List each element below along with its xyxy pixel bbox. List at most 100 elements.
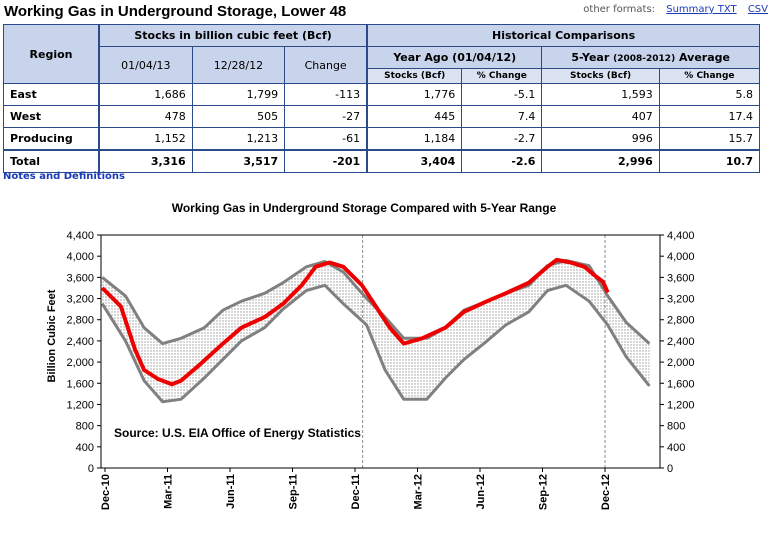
- x-tick-label: Dec-12: [600, 474, 612, 510]
- y-tick-label-right: 800: [667, 421, 685, 433]
- sub-pct-2: % Change: [658, 68, 761, 84]
- row-d2: 505: [191, 105, 286, 128]
- sub-pct-1: % Change: [461, 68, 543, 84]
- y-tick-label-right: 4,000: [667, 251, 695, 263]
- five-year-header-range: (2008-2012): [613, 54, 676, 64]
- storage-table: Region Stocks in billion cubic feet (Bcf…: [3, 24, 761, 173]
- source-annotation: Source: U.S. EIA Office of Energy Statis…: [114, 426, 361, 440]
- table-row-total: Total 3,316 3,517 -201 3,404 -2.6 2,996 …: [3, 149, 761, 173]
- row-fy-pct: 15.7: [658, 127, 761, 151]
- notes-link[interactable]: Notes and Definitions: [3, 171, 125, 182]
- y-tick-label-right: 2,000: [667, 357, 695, 369]
- col-date1: 01/04/13: [98, 46, 193, 84]
- y-tick-label-right: 2,400: [667, 336, 695, 348]
- chart-title: Working Gas in Underground Storage Compa…: [172, 201, 557, 215]
- storage-chart: Working Gas in Underground Storage Compa…: [46, 201, 695, 510]
- y-tick-label-right: 0: [667, 463, 673, 475]
- row-ya-pct: -2.6: [461, 149, 543, 173]
- row-ya-stocks: 3,404: [366, 149, 463, 173]
- row-region: West: [3, 105, 100, 128]
- series-line-actual: [100, 257, 610, 387]
- sub-stocks-1: Stocks (Bcf): [366, 68, 463, 84]
- five-year-range-band: [102, 260, 650, 402]
- sub-stocks-2: Stocks (Bcf): [541, 68, 660, 84]
- y-tick-label-left: 4,400: [66, 230, 94, 242]
- row-fy-pct: 10.7: [658, 149, 761, 173]
- row-fy-stocks: 996: [541, 127, 660, 151]
- y-tick-label-right: 1,600: [667, 378, 695, 390]
- y-tick-label-right: 1,200: [667, 399, 695, 411]
- y-tick-label-right: 400: [667, 442, 685, 454]
- row-d2: 3,517: [191, 149, 286, 173]
- row-change: -201: [284, 149, 369, 173]
- summary-txt-link[interactable]: Summary TXT: [666, 4, 737, 15]
- row-fy-pct: 17.4: [658, 105, 761, 128]
- y-tick-label-left: 400: [76, 442, 94, 454]
- y-tick-label-left: 1,200: [66, 399, 94, 411]
- row-d1: 478: [98, 105, 193, 128]
- y-tick-label-left: 2,000: [66, 357, 94, 369]
- y-tick-label-right: 3,200: [667, 294, 695, 306]
- region-header: Region: [3, 24, 100, 84]
- y-tick-label-left: 800: [76, 421, 94, 433]
- x-tick-label: Mar-12: [413, 474, 425, 509]
- row-fy-stocks: 407: [541, 105, 660, 128]
- x-tick-label: Dec-10: [100, 474, 112, 510]
- row-d2: 1,213: [191, 127, 286, 151]
- x-tick-label: Jun-12: [475, 474, 487, 509]
- stocks-header: Stocks in billion cubic feet (Bcf): [98, 24, 369, 47]
- y-tick-label-right: 2,800: [667, 315, 695, 327]
- other-formats: other formats: Summary TXT CSV: [583, 4, 768, 15]
- table-row: West 478 505 -27 445 7.4 407 17.4: [3, 105, 761, 128]
- row-d1: 3,316: [98, 149, 193, 173]
- x-tick-label: Mar-11: [163, 474, 175, 509]
- row-ya-pct: -5.1: [461, 83, 543, 106]
- row-ya-pct: -2.7: [461, 127, 543, 151]
- y-tick-label-left: 4,000: [66, 251, 94, 263]
- row-change: -27: [284, 105, 369, 128]
- col-change: Change: [284, 46, 369, 84]
- x-tick-label: Sep-11: [288, 474, 300, 509]
- y-tick-label-right: 3,600: [667, 272, 695, 284]
- y-tick-label-left: 1,600: [66, 378, 94, 390]
- row-region: Producing: [3, 127, 100, 151]
- row-fy-pct: 5.8: [658, 83, 761, 106]
- series-line-min: [101, 283, 651, 404]
- row-region: East: [3, 83, 100, 106]
- year-ago-header: Year Ago (01/04/12): [366, 46, 543, 69]
- row-change: -61: [284, 127, 369, 151]
- y-axis-label: Billion Cubic Feet: [46, 289, 58, 382]
- row-d1: 1,686: [98, 83, 193, 106]
- row-ya-stocks: 445: [366, 105, 463, 128]
- y-tick-label-left: 2,800: [66, 315, 94, 327]
- col-date2: 12/28/12: [191, 46, 286, 84]
- row-ya-pct: 7.4: [461, 105, 543, 128]
- table-row: Producing 1,152 1,213 -61 1,184 -2.7 996…: [3, 127, 761, 151]
- row-fy-stocks: 2,996: [541, 149, 660, 173]
- x-tick-label: Sep-12: [538, 474, 550, 510]
- y-tick-label-right: 4,400: [667, 230, 695, 242]
- row-ya-stocks: 1,184: [366, 127, 463, 151]
- row-d1: 1,152: [98, 127, 193, 151]
- row-d2: 1,799: [191, 83, 286, 106]
- row-fy-stocks: 1,593: [541, 83, 660, 106]
- x-tick-label: Dec-11: [350, 474, 362, 509]
- page-header: Working Gas in Underground Storage, Lowe…: [4, 2, 774, 20]
- historical-header: Historical Comparisons: [366, 24, 761, 47]
- other-formats-label: other formats:: [583, 4, 656, 15]
- y-tick-label-left: 3,200: [66, 294, 94, 306]
- x-tick-label: Jun-11: [225, 474, 237, 509]
- five-year-header-avg: Average: [679, 51, 730, 64]
- table-row: East 1,686 1,799 -113 1,776 -5.1 1,593 5…: [3, 83, 761, 106]
- page-title: Working Gas in Underground Storage, Lowe…: [4, 3, 347, 20]
- row-region: Total: [3, 149, 100, 173]
- y-tick-label-left: 2,400: [66, 336, 94, 348]
- y-tick-label-left: 3,600: [66, 272, 94, 284]
- five-year-header-main: 5-Year: [571, 51, 610, 64]
- five-year-header: 5-Year (2008-2012) Average: [541, 46, 760, 69]
- plot-frame: [100, 234, 661, 469]
- csv-link[interactable]: CSV: [747, 4, 768, 15]
- row-ya-stocks: 1,776: [366, 83, 463, 106]
- row-change: -113: [284, 83, 369, 106]
- plot-area: 0 0 400 400 800 800 1,200 1,200 1,600 1,600 2,000 2…: [66, 230, 694, 510]
